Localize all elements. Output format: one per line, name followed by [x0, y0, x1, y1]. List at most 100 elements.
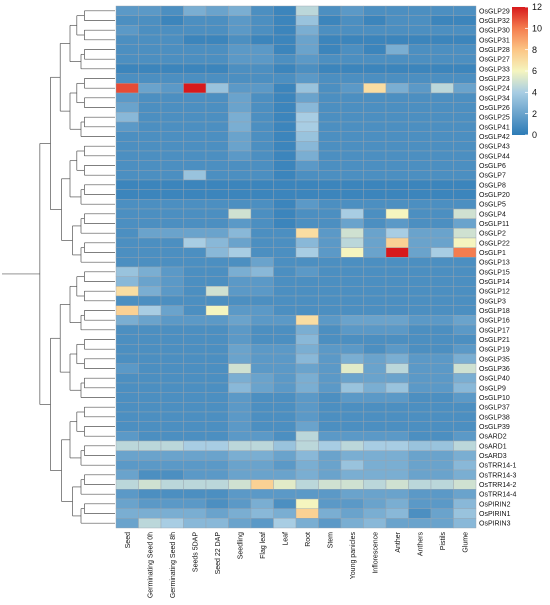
heatmap-cell [115, 141, 139, 152]
row-label: OsARD3 [479, 453, 507, 460]
heatmap-cell [453, 247, 477, 258]
heatmap-cell [363, 334, 387, 345]
heatmap-cell [205, 160, 229, 171]
heatmap-cell [318, 518, 342, 529]
heatmap-cell [363, 218, 387, 229]
heatmap-cell [430, 411, 454, 422]
heatmap-cell [408, 498, 432, 509]
heatmap-cell [138, 334, 162, 345]
heatmap-cell [205, 257, 229, 268]
heatmap-cell [318, 257, 342, 268]
heatmap-cell [273, 92, 297, 103]
heatmap-cell [295, 170, 319, 181]
heatmap-cell [205, 170, 229, 181]
heatmap-cell [183, 5, 207, 16]
heatmap-cell [138, 189, 162, 200]
heatmap-cell [138, 431, 162, 442]
heatmap-cell [183, 295, 207, 306]
heatmap-cell [183, 344, 207, 355]
heatmap-cell [385, 199, 409, 210]
heatmap-cell [318, 353, 342, 364]
row-label: OsGLP1 [479, 250, 506, 257]
heatmap-cell [340, 247, 364, 258]
heatmap-cell [228, 44, 252, 55]
heatmap-cell [340, 498, 364, 509]
heatmap-cell [250, 102, 274, 113]
heatmap-cell [295, 286, 319, 297]
heatmap-cell [250, 218, 274, 229]
heatmap-cell [273, 295, 297, 306]
row-label: OsGLP33 [479, 66, 510, 73]
heatmap-cell [363, 150, 387, 161]
row-label: OsGLP10 [479, 395, 510, 402]
heatmap-cell [205, 344, 229, 355]
heatmap-cell [138, 344, 162, 355]
heatmap-cell [363, 228, 387, 239]
heatmap-cell [363, 353, 387, 364]
heatmap-cell [340, 5, 364, 16]
column-label: Germinating Seed 0h [147, 532, 154, 598]
heatmap-cell [138, 112, 162, 123]
heatmap-cell [183, 257, 207, 268]
heatmap-cell [318, 489, 342, 500]
heatmap-cell [363, 160, 387, 171]
heatmap-cell [318, 305, 342, 316]
heatmap-cell [273, 170, 297, 181]
heatmap-cell [363, 518, 387, 529]
heatmap-cell [318, 112, 342, 123]
heatmap-cell [115, 498, 139, 509]
heatmap-cell [160, 315, 184, 326]
heatmap-cell [183, 440, 207, 451]
heatmap-cell [250, 402, 274, 413]
heatmap-cell [340, 353, 364, 364]
heatmap-cell [295, 392, 319, 403]
row-dendrogram [2, 10, 115, 524]
heatmap-cell [318, 228, 342, 239]
heatmap-cell [183, 276, 207, 287]
column-label: Flag leaf [260, 532, 267, 559]
heatmap-cell [183, 402, 207, 413]
heatmap-cell [115, 5, 139, 16]
heatmap-cell [295, 189, 319, 200]
heatmap-cell [363, 73, 387, 84]
heatmap-cell [385, 498, 409, 509]
heatmap-cell [250, 344, 274, 355]
heatmap-cell [228, 15, 252, 26]
heatmap-cell [160, 228, 184, 239]
heatmap-cell [273, 489, 297, 500]
heatmap-cell [385, 421, 409, 432]
heatmap-cell [273, 392, 297, 403]
heatmap-cell [430, 15, 454, 26]
heatmap-cell [183, 102, 207, 113]
heatmap-cell [138, 315, 162, 326]
heatmap-cell [385, 121, 409, 132]
heatmap-cell [408, 228, 432, 239]
heatmap-cell [115, 518, 139, 529]
heatmap-cell [430, 295, 454, 306]
heatmap-cell [453, 286, 477, 297]
heatmap-cell [363, 286, 387, 297]
heatmap-cell [385, 54, 409, 65]
heatmap-cell [115, 92, 139, 103]
row-label: OsGLP8 [479, 182, 506, 189]
heatmap-cell [138, 15, 162, 26]
heatmap-cell [160, 141, 184, 152]
column-labels: Seed Germinating Seed 0h Germinating Seed … [125, 531, 470, 598]
heatmap-cell [273, 247, 297, 258]
heatmap-cell [183, 334, 207, 345]
column-label: Seed 22 DAP [215, 532, 222, 575]
heatmap-cell [160, 257, 184, 268]
heatmap-cell [138, 469, 162, 480]
heatmap-cell [430, 344, 454, 355]
heatmap-cell [183, 15, 207, 26]
heatmap-cell [318, 170, 342, 181]
heatmap-cell [273, 421, 297, 432]
heatmap-cell [295, 228, 319, 239]
row-label: OsGLP30 [479, 28, 510, 35]
heatmap-cell [228, 160, 252, 171]
heatmap-cell [115, 247, 139, 258]
color-legend: 0 2 4 6 8 10 12 [512, 2, 542, 140]
row-label: OsTRR14-3 [479, 472, 516, 479]
heatmap-cell [363, 402, 387, 413]
